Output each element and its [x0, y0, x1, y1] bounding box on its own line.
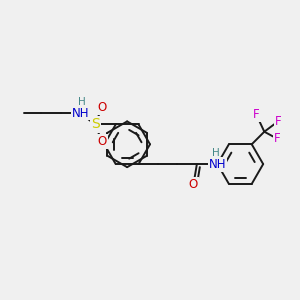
Text: O: O — [189, 178, 198, 191]
Text: H: H — [77, 97, 85, 106]
Text: F: F — [253, 108, 260, 121]
Text: H: H — [212, 148, 220, 158]
Text: NH: NH — [209, 158, 226, 171]
Text: O: O — [98, 135, 106, 148]
Text: F: F — [274, 132, 280, 145]
Text: O: O — [98, 101, 106, 114]
Text: NH: NH — [71, 106, 89, 120]
Text: F: F — [275, 115, 281, 128]
Text: S: S — [91, 118, 100, 131]
